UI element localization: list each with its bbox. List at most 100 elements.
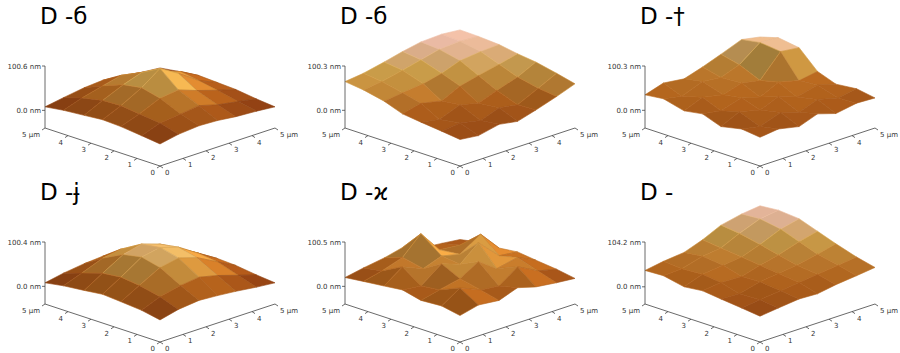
x-tick <box>552 136 555 138</box>
y-tick-label: 4 <box>59 139 64 147</box>
y-tick <box>42 128 45 130</box>
z-tick <box>342 242 345 243</box>
y-tick-label: 4 <box>59 315 64 323</box>
x-tick <box>460 166 463 168</box>
x-axis-line <box>760 304 875 342</box>
surface-facet <box>442 288 479 316</box>
y-tick <box>134 334 137 336</box>
y-tick-label: 0 <box>151 345 155 353</box>
y-axis-line <box>345 128 460 166</box>
x-tick <box>506 327 509 329</box>
y-tick <box>157 342 160 344</box>
y-tick-label: 4 <box>359 139 364 147</box>
plot-area <box>45 68 275 144</box>
surface-facet <box>403 103 440 122</box>
z-tick-label: 0.0 nm <box>316 107 341 115</box>
surface-facet <box>742 126 779 137</box>
y-tick <box>711 151 714 153</box>
y-tick-label: 5 µm <box>22 131 40 139</box>
x-tick-label: 3 <box>234 146 238 154</box>
y-tick-label: 0 <box>151 169 155 177</box>
y-tick <box>757 342 760 344</box>
y-axis-line <box>345 304 460 342</box>
plot-area <box>645 206 875 316</box>
y-tick-label: 2 <box>105 330 109 338</box>
z-tick-label: 104.2 nm <box>607 239 641 247</box>
y-tick-label: 2 <box>705 330 709 338</box>
x-tick-label: 4 <box>557 315 562 323</box>
y-tick-label: 1 <box>728 161 732 169</box>
x-tick-label: 3 <box>234 322 238 330</box>
z-tick <box>342 66 345 67</box>
z-tick <box>642 242 645 243</box>
surface-facet <box>499 267 536 288</box>
y-tick <box>388 143 391 145</box>
z-axis-line <box>345 242 346 304</box>
x-tick-label: 5 µm <box>580 307 598 315</box>
x-tick-label: 3 <box>534 146 538 154</box>
surface-facet <box>684 97 721 114</box>
x-tick-label: 2 <box>511 154 515 162</box>
y-tick-label: 3 <box>82 322 86 330</box>
y-tick <box>88 319 91 321</box>
y-tick-label: 4 <box>659 139 664 147</box>
y-axis-line <box>645 304 760 342</box>
z-tick <box>342 110 345 111</box>
z-tick-label: 0.0 nm <box>16 107 41 115</box>
x-tick-label: 0 <box>465 169 469 177</box>
x-tick-label: 5 µm <box>580 131 598 139</box>
surface-facet <box>721 98 760 112</box>
y-tick <box>734 158 737 160</box>
y-axis-line <box>45 128 160 166</box>
x-tick <box>829 319 832 321</box>
plot-area <box>45 244 275 320</box>
y-tick <box>411 151 414 153</box>
x-tick <box>275 304 278 306</box>
x-tick-label: 1 <box>788 161 792 169</box>
x-tick <box>183 158 186 160</box>
z-tick-label: 100.3 nm <box>307 63 341 71</box>
x-tick-label: 4 <box>857 315 862 323</box>
y-tick-label: 2 <box>705 154 709 162</box>
y-tick-label: 4 <box>659 315 664 323</box>
x-tick-label: 2 <box>811 154 815 162</box>
x-tick <box>506 151 509 153</box>
x-tick <box>575 128 578 130</box>
x-tick <box>183 334 186 336</box>
y-tick <box>388 319 391 321</box>
x-tick <box>252 312 255 314</box>
x-tick <box>575 304 578 306</box>
y-axis-line <box>645 128 760 166</box>
figure: 012345 µm012345 µm0.0 nm100.6 nmD -б0123… <box>0 0 900 353</box>
y-tick-label: 2 <box>105 154 109 162</box>
x-tick <box>875 304 878 306</box>
x-tick-label: 3 <box>534 322 538 330</box>
y-tick-label: 5 µm <box>322 307 340 315</box>
panel-title: D -б <box>340 3 388 29</box>
x-tick <box>529 319 532 321</box>
y-tick <box>642 128 645 130</box>
y-tick-label: 0 <box>451 169 455 177</box>
surface-facet <box>645 83 682 99</box>
z-tick-label: 100.6 nm <box>7 63 41 71</box>
y-tick <box>411 327 414 329</box>
z-axis-line <box>45 66 46 128</box>
y-tick <box>665 312 668 314</box>
y-tick <box>134 158 137 160</box>
panel-title: D -б <box>40 3 88 29</box>
surface-facet <box>142 297 179 320</box>
x-tick-label: 3 <box>834 322 838 330</box>
z-tick <box>642 286 645 287</box>
y-tick <box>434 158 437 160</box>
x-tick <box>160 342 163 344</box>
x-tick-label: 0 <box>165 345 169 353</box>
x-axis-line <box>760 128 875 166</box>
z-tick-label: 100.3 nm <box>607 63 641 71</box>
surface-facet <box>799 99 836 113</box>
surface-facet <box>742 300 779 316</box>
x-tick-label: 0 <box>165 169 169 177</box>
surface-facet <box>142 123 179 144</box>
x-tick <box>783 334 786 336</box>
y-tick <box>457 166 460 168</box>
x-tick <box>552 312 555 314</box>
